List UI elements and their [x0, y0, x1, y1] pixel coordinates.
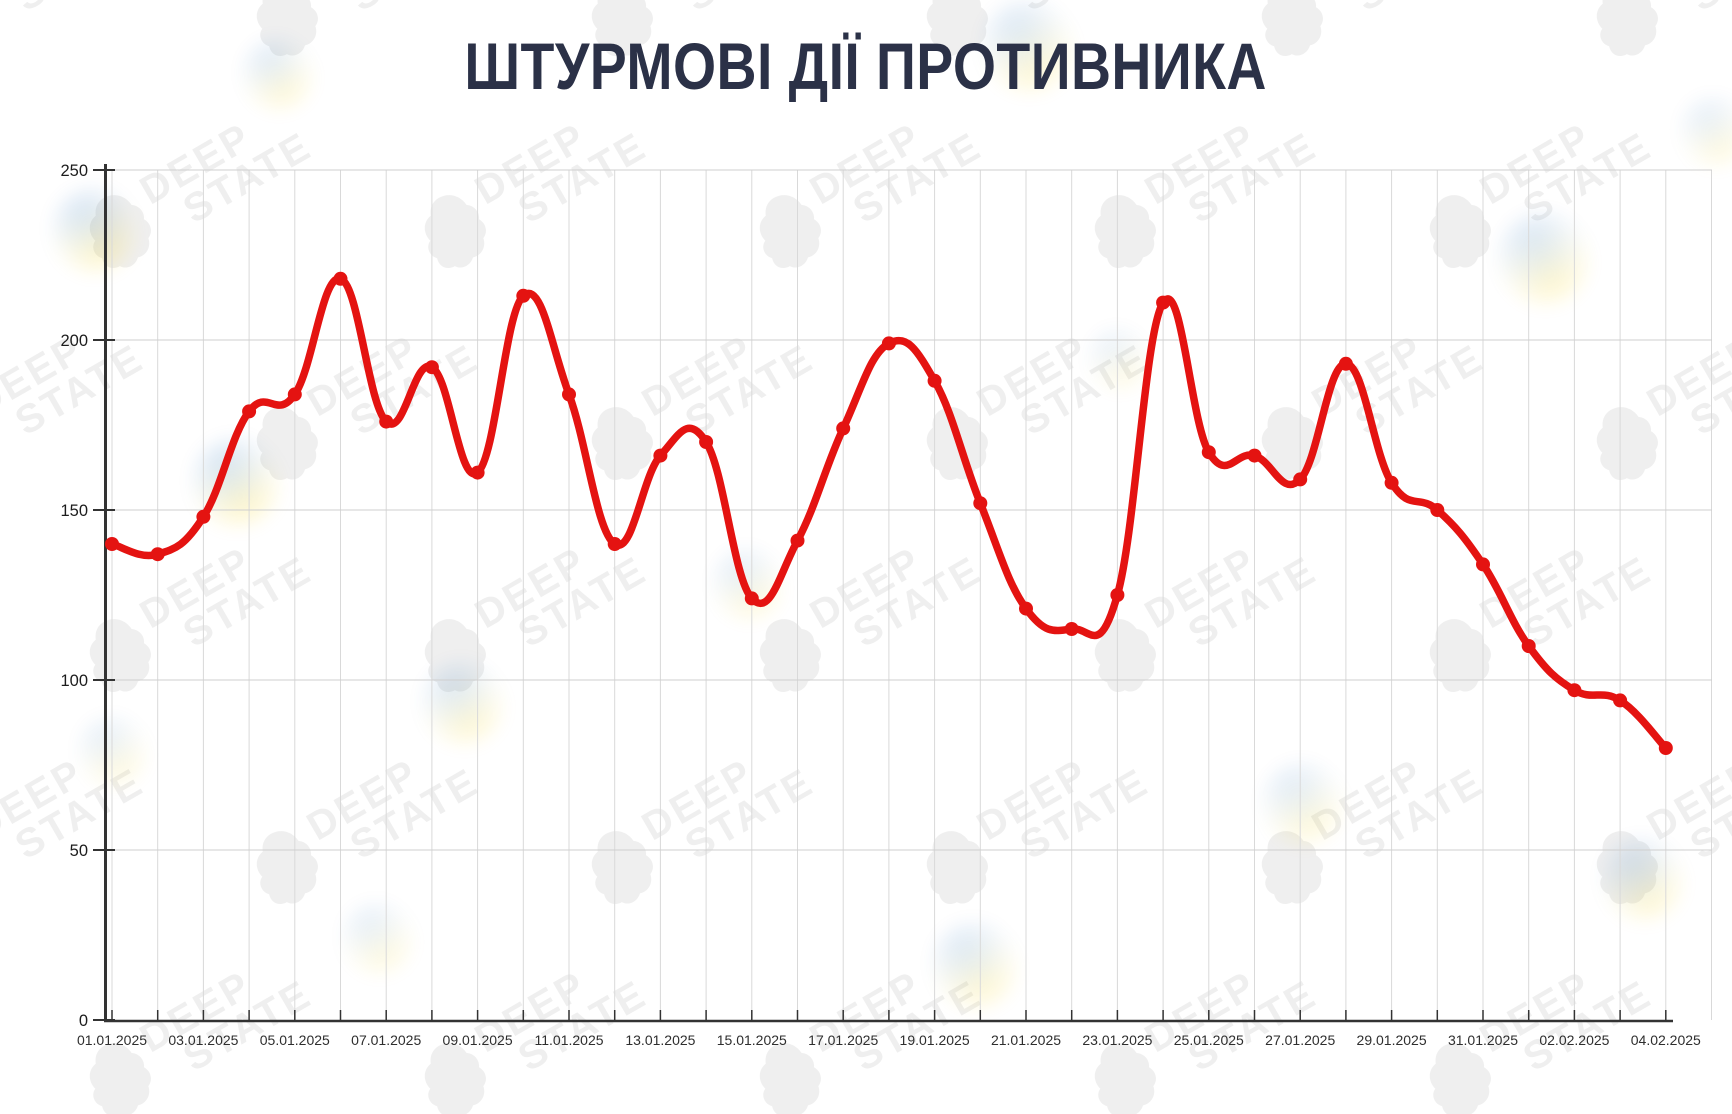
- x-axis-label: 19.01.2025: [900, 1032, 970, 1048]
- x-axis-label: 02.02.2025: [1539, 1032, 1609, 1048]
- data-point-marker: [562, 387, 576, 402]
- x-axis-label: 04.02.2025: [1631, 1032, 1701, 1048]
- data-point-marker: [1521, 639, 1536, 653]
- data-point-marker: [607, 537, 622, 551]
- page-title: ШТУРМОВІ ДІЇ ПРОТИВНИКА: [0, 28, 1732, 104]
- data-point-marker: [333, 271, 348, 286]
- x-axis-label: 31.01.2025: [1448, 1032, 1518, 1048]
- data-point-marker: [1064, 622, 1079, 636]
- x-axis-label: 09.01.2025: [443, 1032, 513, 1048]
- x-axis-label: 01.01.2025: [77, 1032, 147, 1048]
- data-point-marker: [699, 435, 714, 449]
- x-axis-label: 25.01.2025: [1174, 1032, 1244, 1048]
- y-axis-label: 200: [60, 332, 88, 350]
- data-point-marker: [1476, 557, 1490, 572]
- data-point-marker: [1247, 448, 1262, 463]
- x-axis-label: 15.01.2025: [717, 1032, 787, 1048]
- data-point-marker: [653, 448, 668, 463]
- y-axis-label: 100: [60, 672, 88, 690]
- x-axis-label: 29.01.2025: [1357, 1032, 1427, 1048]
- data-point-marker: [516, 288, 531, 303]
- data-point-marker: [881, 336, 896, 351]
- x-axis-label: 03.01.2025: [168, 1032, 238, 1048]
- data-point-marker: [150, 547, 165, 562]
- data-point-marker: [973, 496, 988, 511]
- data-point-marker: [470, 465, 485, 480]
- data-point-marker: [1613, 693, 1628, 708]
- data-point-marker: [1658, 741, 1673, 755]
- data-point-marker: [242, 404, 257, 419]
- page-title-text: ШТУРМОВІ ДІЇ ПРОТИВНИКА: [464, 29, 1268, 103]
- y-axis-label: 0: [79, 1012, 88, 1030]
- x-axis-label: 27.01.2025: [1265, 1032, 1335, 1048]
- data-point-marker: [1201, 445, 1216, 460]
- x-axis-label: 23.01.2025: [1082, 1032, 1152, 1048]
- data-point-marker: [1293, 472, 1308, 487]
- data-point-marker: [1338, 356, 1353, 371]
- data-point-marker: [424, 360, 439, 375]
- y-axis-label: 150: [60, 502, 88, 520]
- data-point-marker: [1019, 601, 1033, 616]
- data-point-marker: [744, 591, 759, 606]
- x-axis-label: 07.01.2025: [351, 1032, 421, 1048]
- x-axis-label: 17.01.2025: [808, 1032, 878, 1048]
- data-point-marker: [1156, 295, 1171, 310]
- data-point-marker: [287, 387, 302, 402]
- data-point-marker: [1110, 588, 1125, 602]
- data-point-marker: [790, 533, 805, 548]
- data-point-marker: [927, 373, 942, 388]
- data-point-marker: [1384, 475, 1399, 490]
- x-axis-label: 21.01.2025: [991, 1032, 1061, 1048]
- data-point-marker: [836, 421, 851, 436]
- y-axis-label: 50: [70, 842, 88, 860]
- data-point-marker: [196, 509, 211, 524]
- x-axis-label: 11.01.2025: [534, 1032, 603, 1048]
- data-point-marker: [1430, 503, 1445, 517]
- x-axis-label: 05.01.2025: [260, 1032, 330, 1048]
- data-point-marker: [105, 537, 119, 551]
- data-point-marker: [379, 414, 394, 429]
- x-axis-label: 13.01.2025: [625, 1032, 695, 1048]
- data-point-marker: [1567, 683, 1582, 698]
- y-axis-label: 250: [60, 162, 88, 180]
